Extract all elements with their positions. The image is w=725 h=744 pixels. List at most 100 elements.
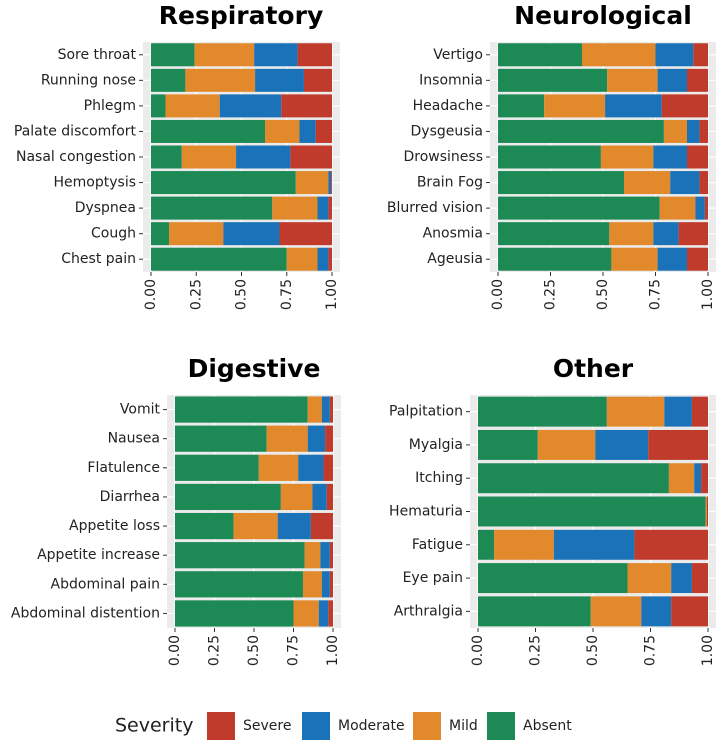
bar-segment <box>687 247 708 271</box>
bar-segment <box>307 425 326 452</box>
bar-segment <box>328 196 332 220</box>
x-tick-label: 0.75 <box>279 279 295 310</box>
y-tick-label: Arthralgia <box>394 603 463 619</box>
x-tick-label: 0.00 <box>143 279 159 310</box>
bar-segment <box>687 68 708 92</box>
bar-segment <box>310 512 333 540</box>
bar-segment <box>600 145 654 169</box>
bar-segment <box>641 596 672 627</box>
y-tick-label: Hematuria <box>389 504 463 520</box>
bar-segment <box>317 196 329 220</box>
bar-segment <box>653 145 687 169</box>
bar-segment <box>303 68 332 92</box>
bar-segment <box>478 529 495 560</box>
y-tick-label: Itching <box>415 470 463 486</box>
bar-segment <box>705 496 707 527</box>
bar-segment <box>169 222 224 246</box>
bar-segment <box>695 196 705 220</box>
bar-segment <box>706 496 708 527</box>
y-tick-label: Anosmia <box>423 226 483 242</box>
x-tick-label: 0.25 <box>207 635 223 666</box>
x-tick-label: 0.50 <box>246 635 262 666</box>
y-tick-label: Running nose <box>41 72 136 88</box>
bar-segment <box>329 396 333 423</box>
bar-segment <box>265 119 300 143</box>
bar-segment <box>671 596 708 627</box>
bar-segment <box>590 596 642 627</box>
bar-segment <box>478 563 628 594</box>
bar-segment <box>277 512 311 540</box>
bar-segment <box>498 247 612 271</box>
bar-segment <box>670 171 700 195</box>
bar-segment <box>671 563 692 594</box>
y-tick-label: Phlegm <box>84 98 136 114</box>
y-tick-label: Cough <box>91 226 136 242</box>
bar-segment <box>175 396 308 423</box>
bar-segment <box>293 600 319 627</box>
y-tick-label: Headache <box>413 98 483 114</box>
bar-segment <box>280 483 313 511</box>
bar-segment <box>318 600 329 627</box>
legend-swatch <box>207 712 235 740</box>
bar-segment <box>595 429 649 460</box>
bar-segment <box>151 145 182 169</box>
y-tick-label: Dyspnea <box>75 200 136 216</box>
x-tick-label: 1.00 <box>700 279 716 310</box>
bar-segment <box>478 396 607 427</box>
legend-title: Severity <box>115 715 193 737</box>
bar-segment <box>668 463 695 494</box>
y-tick-label: Sore throat <box>58 47 137 63</box>
bar-segment <box>663 119 687 143</box>
bar-segment <box>312 483 327 511</box>
bar-segment <box>151 68 186 92</box>
x-tick-label: 0.25 <box>543 279 559 310</box>
x-tick-label: 1.00 <box>700 635 716 666</box>
x-tick-label: 0.50 <box>234 279 250 310</box>
x-tick-label: 0.25 <box>528 635 544 666</box>
bar-segment <box>175 483 281 511</box>
bar-segment <box>699 171 708 195</box>
bar-segment <box>691 396 708 427</box>
bar-segment <box>328 247 332 271</box>
bar-segment <box>302 571 322 598</box>
bar-segment <box>701 463 708 494</box>
bar-segment <box>298 454 324 481</box>
x-tick-label: 0.50 <box>585 635 601 666</box>
y-tick-label: Palate discomfort <box>14 123 137 139</box>
bar-segment <box>323 454 333 481</box>
y-tick-label: Hemoptysis <box>54 175 136 191</box>
bar-segment <box>151 94 166 118</box>
x-tick-label: 0.00 <box>490 279 506 310</box>
y-tick-label: Nausea <box>108 431 160 447</box>
bar-segment <box>151 196 273 220</box>
bar-segment <box>498 43 582 67</box>
bar-segment <box>165 94 220 118</box>
bar-segment <box>498 171 624 195</box>
bar-segment <box>281 94 332 118</box>
bar-segment <box>699 119 708 143</box>
bar-segment <box>661 94 708 118</box>
bar-segment <box>175 542 305 569</box>
bar-segment <box>175 425 267 452</box>
bar-segment <box>648 429 708 460</box>
bar-segment <box>634 529 708 560</box>
bar-segment <box>151 171 296 195</box>
bar-segment <box>185 68 256 92</box>
bar-segment <box>498 68 608 92</box>
bar-segment <box>498 119 664 143</box>
legend-swatch <box>487 712 515 740</box>
x-tick-label: 0.75 <box>286 635 302 666</box>
bar-segment <box>295 171 329 195</box>
bar-segment <box>537 429 596 460</box>
legend-label: Severe <box>243 718 291 734</box>
bar-segment <box>175 512 234 540</box>
bar-segment <box>254 43 298 67</box>
bar-segment <box>687 145 708 169</box>
bar-segment <box>627 563 672 594</box>
y-tick-label: Vomit <box>120 402 161 418</box>
bar-segment <box>691 563 708 594</box>
x-tick-label: 0.75 <box>643 635 659 666</box>
bar-segment <box>607 68 658 92</box>
y-tick-label: Brain Fog <box>417 175 483 191</box>
bar-segment <box>307 396 322 423</box>
